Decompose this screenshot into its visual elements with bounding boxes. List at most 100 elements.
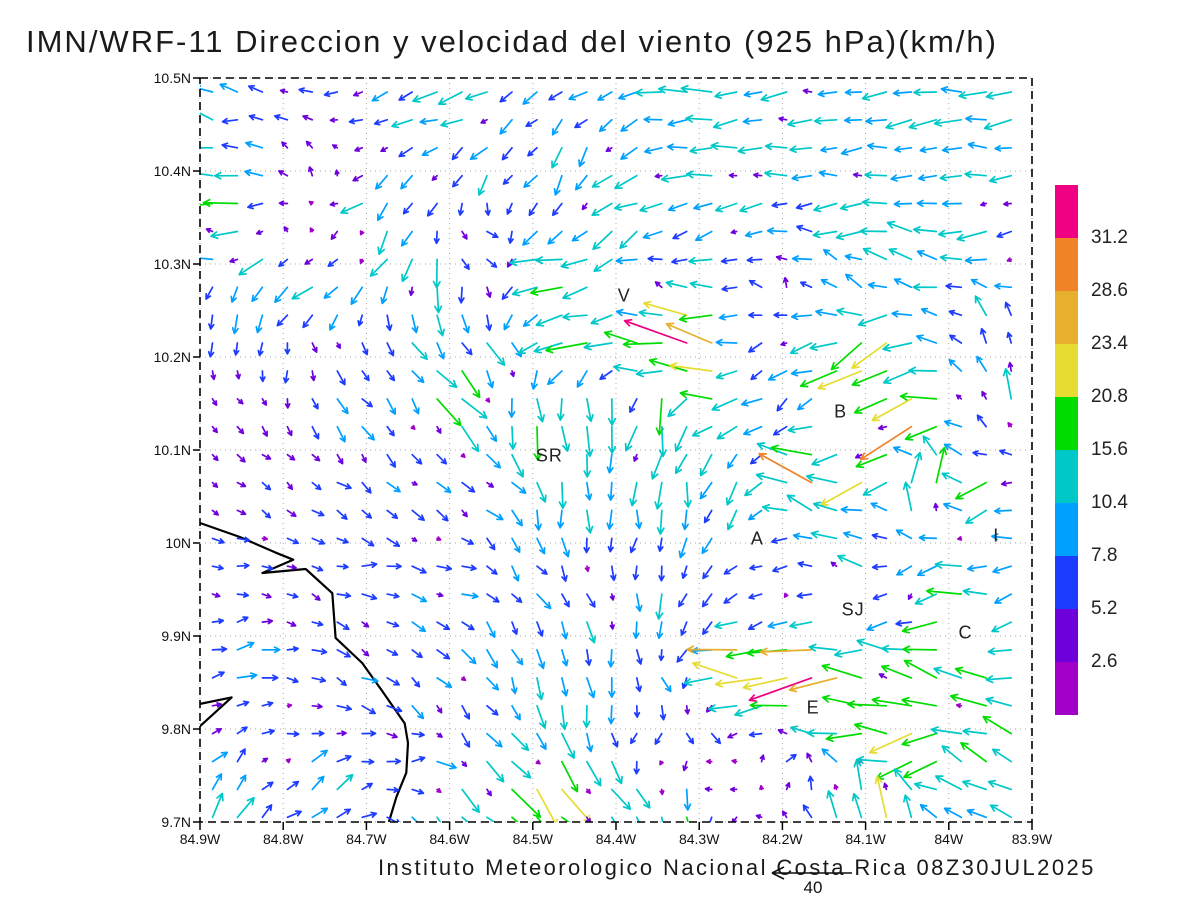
wind-arrow — [585, 788, 592, 795]
wind-arrow — [891, 310, 913, 318]
wind-arrow — [286, 780, 300, 791]
wind-arrow — [261, 593, 272, 599]
wind-arrow — [802, 804, 813, 819]
wind-arrow — [821, 663, 863, 679]
wind-arrow — [806, 752, 813, 763]
wind-arrow — [236, 796, 255, 819]
wind-arrow — [511, 760, 532, 779]
wind-arrow — [956, 230, 988, 242]
wind-arrow — [748, 677, 813, 703]
wind-arrow — [398, 91, 414, 101]
wind-arrow — [486, 649, 499, 669]
wind-arrow — [767, 621, 788, 629]
wind-arrow — [647, 255, 663, 263]
wind-arrow — [843, 531, 863, 540]
wind-arrow — [981, 390, 988, 400]
wind-arrow — [551, 146, 563, 169]
wind-arrow — [933, 666, 963, 679]
wind-arrow — [871, 563, 888, 571]
wind-arrow — [991, 533, 1013, 541]
wind-arrow — [820, 278, 838, 289]
wind-arrow — [261, 804, 273, 819]
wind-arrow — [910, 451, 923, 484]
wind-arrow — [461, 398, 488, 419]
wind-arrow — [461, 564, 477, 572]
wind-arrow — [985, 675, 1013, 684]
wind-arrow — [789, 145, 813, 154]
wind-arrow — [286, 537, 300, 545]
wind-arrow — [861, 198, 888, 207]
wind-arrow — [671, 257, 688, 265]
wind-arrow — [486, 509, 504, 521]
wind-arrow — [311, 775, 325, 791]
wind-arrow — [715, 202, 738, 213]
wind-arrow — [895, 529, 913, 540]
axis-ticks — [193, 77, 1033, 830]
wind-arrow — [305, 140, 314, 149]
wind-arrow — [211, 425, 218, 434]
wind-arrow — [336, 808, 352, 819]
wind-arrow — [916, 249, 938, 261]
wind-arrow — [871, 696, 913, 707]
wind-arrow — [586, 760, 602, 787]
wind-arrow — [901, 696, 938, 707]
wind-arrow — [862, 247, 888, 261]
wind-arrow — [901, 732, 938, 747]
wind-arrow — [658, 425, 667, 458]
wind-arrow — [882, 342, 913, 352]
wind-arrow — [501, 146, 513, 161]
wind-arrow — [758, 452, 813, 484]
wind-arrow — [957, 535, 963, 541]
wind-arrow — [436, 649, 451, 660]
wind-arrow — [255, 229, 264, 235]
wind-arrow — [676, 649, 688, 663]
wind-arrow — [759, 784, 764, 791]
wind-arrow — [949, 693, 988, 707]
wind-arrow — [211, 564, 224, 571]
wind-arrow — [618, 91, 638, 101]
wind-arrow — [525, 118, 538, 128]
wind-arrow — [547, 230, 563, 245]
wind-arrow — [674, 425, 688, 452]
wind-arrow — [919, 803, 938, 819]
wind-arrow — [586, 398, 594, 423]
wind-arrow — [561, 593, 570, 608]
wind-arrow — [796, 398, 813, 411]
wind-arrow — [802, 88, 813, 95]
wind-arrow — [536, 481, 547, 503]
wind-arrow — [792, 532, 813, 540]
wind-arrow — [692, 661, 738, 679]
wind-arrow — [725, 481, 738, 506]
wind-arrow — [789, 342, 813, 355]
wind-arrow — [486, 230, 499, 239]
wind-arrow — [940, 86, 963, 94]
wind-arrow — [556, 398, 565, 421]
wind-arrow — [864, 171, 888, 179]
wind-arrow — [840, 505, 863, 514]
wind-arrow — [904, 425, 938, 441]
wind-arrow — [731, 758, 738, 764]
wind-arrow — [510, 677, 518, 695]
wind-arrow — [386, 816, 400, 822]
lon-tick-label: 84.3W — [678, 831, 720, 847]
wind-arrow — [411, 509, 425, 522]
wind-arrow — [286, 481, 294, 491]
wind-arrow — [236, 672, 258, 680]
wind-arrow — [486, 593, 500, 603]
wind-arrow — [436, 564, 453, 572]
wind-arrow — [562, 312, 588, 321]
wind-arrow — [391, 118, 414, 129]
wind-arrow — [746, 256, 763, 264]
wind-arrow — [499, 91, 513, 103]
wind-arrow — [691, 425, 713, 437]
wind-arrow — [411, 342, 428, 361]
wind-arrow — [749, 701, 788, 710]
wind-arrow — [551, 202, 563, 217]
wind-arrow — [615, 256, 638, 265]
wind-arrow — [650, 453, 663, 480]
wind-arrow — [853, 398, 888, 414]
wind-arrow — [323, 286, 339, 299]
wind-arrow — [208, 314, 215, 330]
gridlines — [199, 77, 1033, 823]
wind-arrow — [914, 593, 938, 605]
